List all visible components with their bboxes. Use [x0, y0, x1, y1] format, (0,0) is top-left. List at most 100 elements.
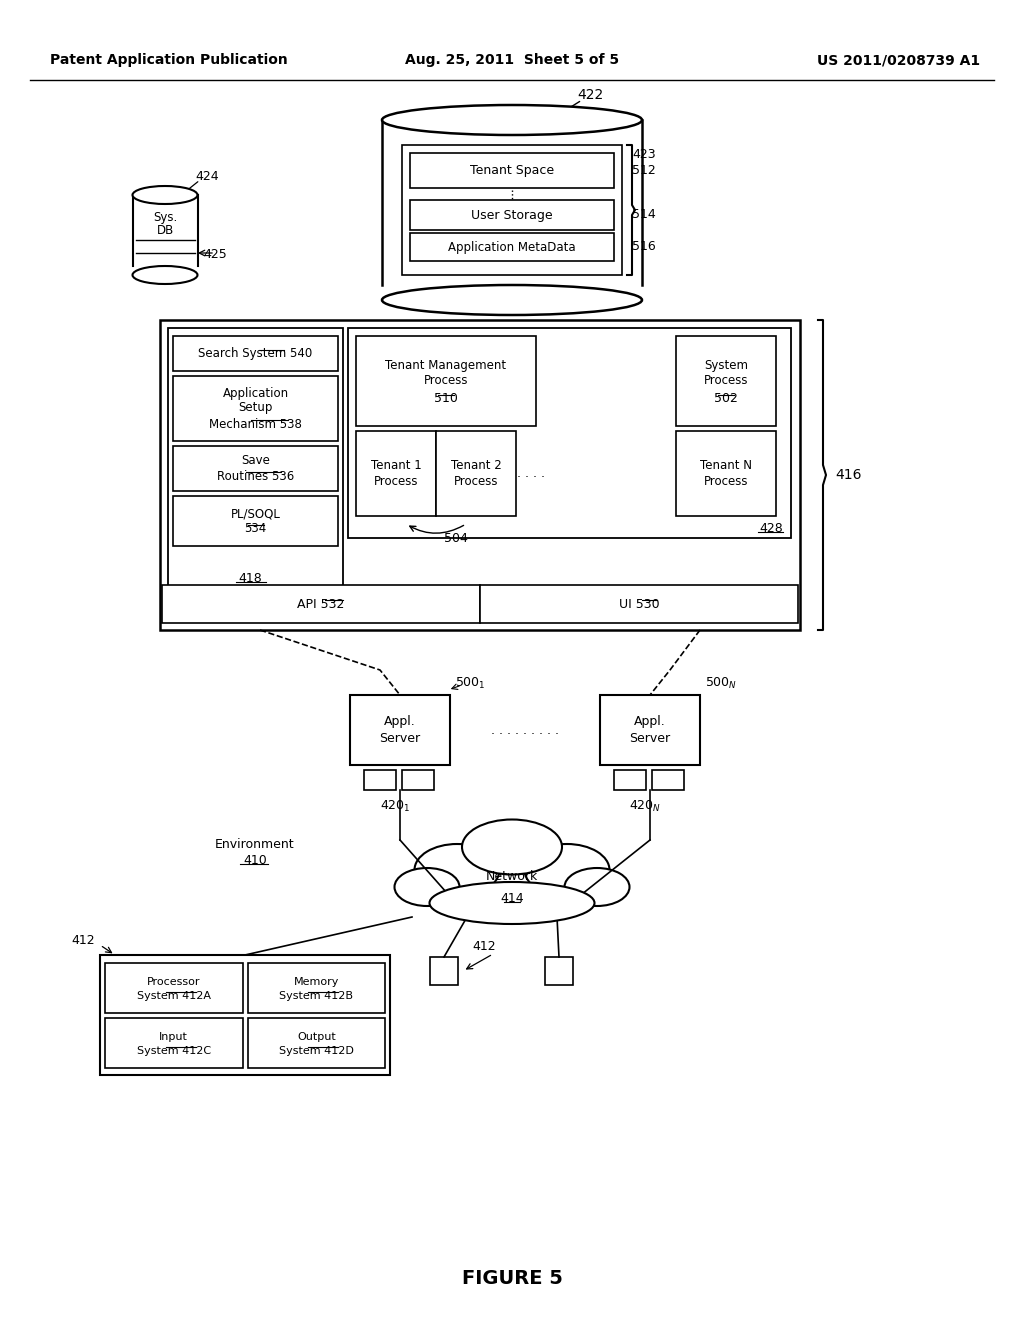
Text: Process: Process [703, 375, 749, 388]
Bar [402, 770, 434, 789]
Text: DB: DB [157, 223, 174, 236]
Text: 410: 410 [243, 854, 267, 866]
Bar [410, 153, 614, 187]
Bar [105, 964, 243, 1012]
Text: 510: 510 [434, 392, 458, 405]
Text: Environment: Environment [215, 838, 295, 851]
Text: PL/SOQL: PL/SOQL [230, 507, 281, 520]
Bar [105, 1018, 243, 1068]
Text: Network: Network [485, 870, 539, 883]
Text: API 532: API 532 [297, 598, 345, 610]
Text: 414: 414 [500, 891, 524, 904]
Text: Tenant 1: Tenant 1 [371, 459, 421, 473]
Bar [356, 432, 436, 516]
Text: . . . . . . . . .: . . . . . . . . . [490, 723, 559, 737]
Text: 420$_N$: 420$_N$ [629, 799, 662, 813]
Text: Server: Server [630, 731, 671, 744]
Bar [248, 1018, 385, 1068]
Text: 504: 504 [444, 532, 468, 544]
Ellipse shape [132, 186, 198, 205]
Bar [348, 327, 791, 539]
Text: 512: 512 [632, 164, 655, 177]
Text: 500$_N$: 500$_N$ [705, 676, 737, 690]
Text: 416: 416 [835, 469, 861, 482]
Bar [410, 234, 614, 261]
Text: Memory: Memory [294, 977, 339, 987]
Text: Application MetaData: Application MetaData [449, 240, 575, 253]
Bar [132, 195, 198, 267]
Text: 412: 412 [472, 940, 496, 953]
Text: 420$_1$: 420$_1$ [380, 799, 411, 813]
Text: Process: Process [454, 475, 499, 488]
Text: Sys.: Sys. [153, 210, 177, 223]
Bar [350, 696, 450, 766]
Bar [600, 696, 700, 766]
Text: Appl.: Appl. [384, 715, 416, 729]
Text: Tenant N: Tenant N [700, 459, 752, 473]
Bar [676, 337, 776, 426]
Text: . . . .: . . . . [517, 467, 545, 480]
Text: 500$_1$: 500$_1$ [455, 676, 485, 690]
Bar [676, 432, 776, 516]
Bar [364, 770, 396, 789]
Bar [173, 337, 338, 371]
Text: Process: Process [374, 475, 418, 488]
Text: Processor: Processor [147, 977, 201, 987]
Text: Routines 536: Routines 536 [217, 470, 294, 483]
Text: User Storage: User Storage [471, 209, 553, 222]
Bar [160, 319, 800, 630]
Bar [173, 446, 338, 491]
Text: Process: Process [424, 375, 468, 388]
Ellipse shape [524, 843, 609, 896]
Bar [173, 376, 338, 441]
Text: Application: Application [222, 388, 289, 400]
Ellipse shape [394, 869, 460, 906]
Text: US 2011/0208739 A1: US 2011/0208739 A1 [817, 53, 980, 67]
Text: Tenant Space: Tenant Space [470, 164, 554, 177]
Text: 424: 424 [195, 170, 219, 183]
Bar [162, 585, 480, 623]
Bar [168, 327, 343, 587]
Text: System: System [705, 359, 748, 372]
Text: 502: 502 [714, 392, 738, 405]
Ellipse shape [564, 869, 630, 906]
Text: 418: 418 [239, 572, 262, 585]
Text: Aug. 25, 2011  Sheet 5 of 5: Aug. 25, 2011 Sheet 5 of 5 [404, 53, 620, 67]
Bar [100, 954, 390, 1074]
Text: 428: 428 [759, 521, 783, 535]
Text: Setup: Setup [239, 400, 272, 413]
Text: 516: 516 [632, 240, 655, 253]
Bar [382, 120, 642, 285]
Ellipse shape [382, 106, 642, 135]
Bar [652, 770, 684, 789]
Ellipse shape [132, 267, 198, 284]
Text: Process: Process [703, 475, 749, 488]
Text: System 412B: System 412B [280, 991, 353, 1001]
Bar [545, 957, 573, 985]
Text: FIGURE 5: FIGURE 5 [462, 1269, 562, 1287]
Text: 534: 534 [245, 523, 266, 536]
Ellipse shape [462, 820, 562, 874]
Text: Save: Save [241, 454, 270, 467]
Text: 423: 423 [632, 149, 655, 161]
Text: Server: Server [380, 731, 421, 744]
Text: 422: 422 [577, 88, 603, 102]
Bar [430, 957, 458, 985]
Text: Mechanism 538: Mechanism 538 [209, 417, 302, 430]
Text: Tenant 2: Tenant 2 [451, 459, 502, 473]
Bar [410, 201, 614, 230]
Bar [356, 337, 536, 426]
Text: Patent Application Publication: Patent Application Publication [50, 53, 288, 67]
Text: System 412C: System 412C [136, 1045, 211, 1056]
Ellipse shape [429, 882, 595, 924]
Text: Appl.: Appl. [634, 715, 666, 729]
Text: 514: 514 [632, 209, 655, 222]
Text: Input: Input [160, 1032, 188, 1041]
Text: System 412A: System 412A [137, 991, 211, 1001]
Text: 412: 412 [72, 933, 95, 946]
Bar [480, 585, 798, 623]
Text: Search System 540: Search System 540 [199, 347, 312, 360]
Ellipse shape [415, 843, 500, 896]
Text: Tenant Management: Tenant Management [385, 359, 507, 372]
Text: Output: Output [297, 1032, 336, 1041]
